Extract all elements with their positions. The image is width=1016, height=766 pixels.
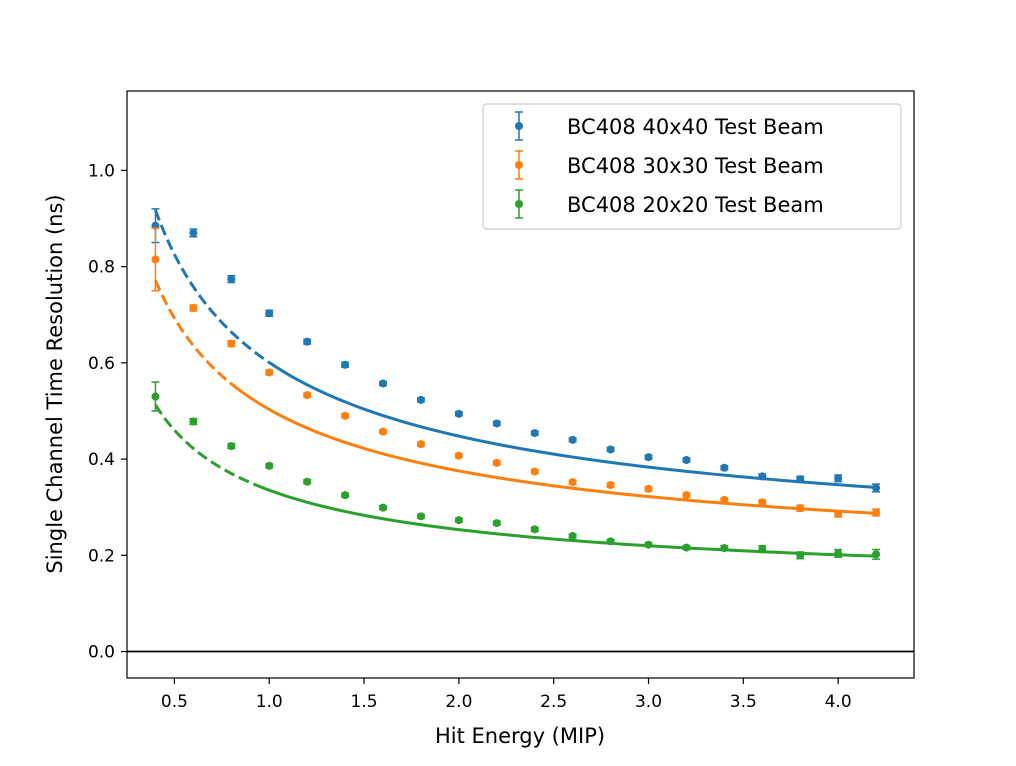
data-point bbox=[341, 360, 350, 369]
data-point bbox=[492, 458, 501, 467]
data-point bbox=[454, 516, 463, 525]
y-tick-label: 0.4 bbox=[88, 450, 115, 470]
x-tick-label: 3.0 bbox=[635, 692, 662, 712]
legend-marker bbox=[515, 161, 523, 169]
data-point bbox=[644, 484, 653, 493]
data-point bbox=[227, 339, 236, 348]
x-tick-label: 0.5 bbox=[161, 692, 188, 712]
data-point bbox=[265, 368, 274, 377]
data-point bbox=[682, 491, 691, 500]
fit-curve-dashed-2 bbox=[154, 404, 261, 488]
data-point bbox=[682, 456, 691, 465]
data-point bbox=[606, 481, 615, 490]
data-point bbox=[530, 525, 539, 534]
data-point bbox=[606, 537, 615, 546]
data-point bbox=[796, 504, 805, 513]
data-point bbox=[872, 550, 881, 559]
data-point bbox=[379, 503, 388, 512]
data-point bbox=[303, 337, 312, 346]
data-point bbox=[303, 391, 312, 400]
data-point bbox=[834, 509, 843, 518]
legend-marker bbox=[515, 122, 523, 130]
data-point bbox=[872, 483, 881, 492]
data-point bbox=[189, 228, 198, 237]
data-point bbox=[720, 544, 729, 553]
legend-box bbox=[482, 103, 902, 230]
data-point bbox=[379, 427, 388, 436]
data-point bbox=[341, 411, 350, 420]
data-point bbox=[416, 512, 425, 521]
fit-curve-dashed-1 bbox=[154, 279, 233, 385]
data-point bbox=[720, 495, 729, 504]
legend-label: BC408 30x30 Test Beam bbox=[567, 154, 824, 178]
y-tick-label: 1.0 bbox=[88, 161, 115, 181]
x-tick-label: 2.0 bbox=[445, 692, 472, 712]
data-point bbox=[758, 545, 767, 554]
data-point bbox=[227, 275, 236, 284]
plot-frame bbox=[126, 90, 915, 679]
y-tick-label: 0.2 bbox=[88, 546, 115, 566]
data-point bbox=[341, 491, 350, 500]
data-point bbox=[644, 453, 653, 462]
data-point bbox=[530, 467, 539, 476]
fit-curve-solid-0 bbox=[268, 361, 877, 489]
data-point bbox=[265, 309, 274, 318]
legend-label: BC408 20x20 Test Beam bbox=[567, 193, 824, 217]
x-axis-label: Hit Energy (MIP) bbox=[435, 724, 605, 748]
data-point bbox=[834, 474, 843, 483]
legend: BC408 40x40 Test Beam BC408 30x30 Test Be… bbox=[482, 103, 902, 230]
y-tick-label: 0.6 bbox=[88, 354, 115, 374]
x-tick-label: 4.0 bbox=[825, 692, 852, 712]
data-point bbox=[189, 417, 198, 426]
axes-layer: 0.5 1.0 1.5 2.0 2.5 3.0 3.5 4.0 0.0 0.2 0.4 0.6 0.8 1… bbox=[88, 90, 915, 712]
data-point bbox=[416, 395, 425, 404]
data-point bbox=[606, 445, 615, 454]
data-point bbox=[303, 477, 312, 486]
x-tick-label: 1.5 bbox=[351, 692, 378, 712]
data-point bbox=[644, 540, 653, 549]
x-tick-label: 1.0 bbox=[256, 692, 283, 712]
data-point bbox=[151, 392, 160, 401]
series-layer bbox=[127, 208, 914, 653]
data-point bbox=[530, 429, 539, 438]
data-point bbox=[151, 255, 160, 264]
x-tick-label: 2.5 bbox=[540, 692, 567, 712]
y-tick-label: 0.8 bbox=[88, 258, 115, 278]
data-point bbox=[454, 409, 463, 418]
data-point bbox=[872, 508, 881, 517]
data-point bbox=[834, 549, 843, 558]
data-point bbox=[720, 463, 729, 472]
fit-curve-solid-1 bbox=[230, 382, 877, 515]
data-point bbox=[492, 519, 501, 528]
data-point bbox=[568, 532, 577, 541]
data-point bbox=[796, 475, 805, 484]
data-point bbox=[568, 435, 577, 444]
data-point bbox=[265, 461, 274, 470]
data-point bbox=[568, 478, 577, 487]
data-point bbox=[796, 551, 805, 560]
data-point bbox=[454, 451, 463, 460]
data-point bbox=[758, 498, 767, 507]
legend-marker bbox=[515, 200, 523, 208]
data-point bbox=[227, 442, 236, 451]
fit-curve-solid-2 bbox=[259, 485, 877, 558]
data-point bbox=[416, 440, 425, 449]
data-point bbox=[758, 472, 767, 481]
legend-label: BC408 40x40 Test Beam bbox=[567, 115, 824, 139]
fit-curve-dashed-0 bbox=[154, 209, 271, 364]
y-axis-label: Single Channel Time Resolution (ns) bbox=[43, 194, 67, 573]
y-tick-label: 0.0 bbox=[88, 643, 115, 663]
data-point bbox=[379, 379, 388, 388]
data-point bbox=[492, 419, 501, 428]
data-point bbox=[189, 303, 198, 312]
data-point bbox=[682, 543, 691, 552]
x-tick-label: 3.5 bbox=[730, 692, 757, 712]
